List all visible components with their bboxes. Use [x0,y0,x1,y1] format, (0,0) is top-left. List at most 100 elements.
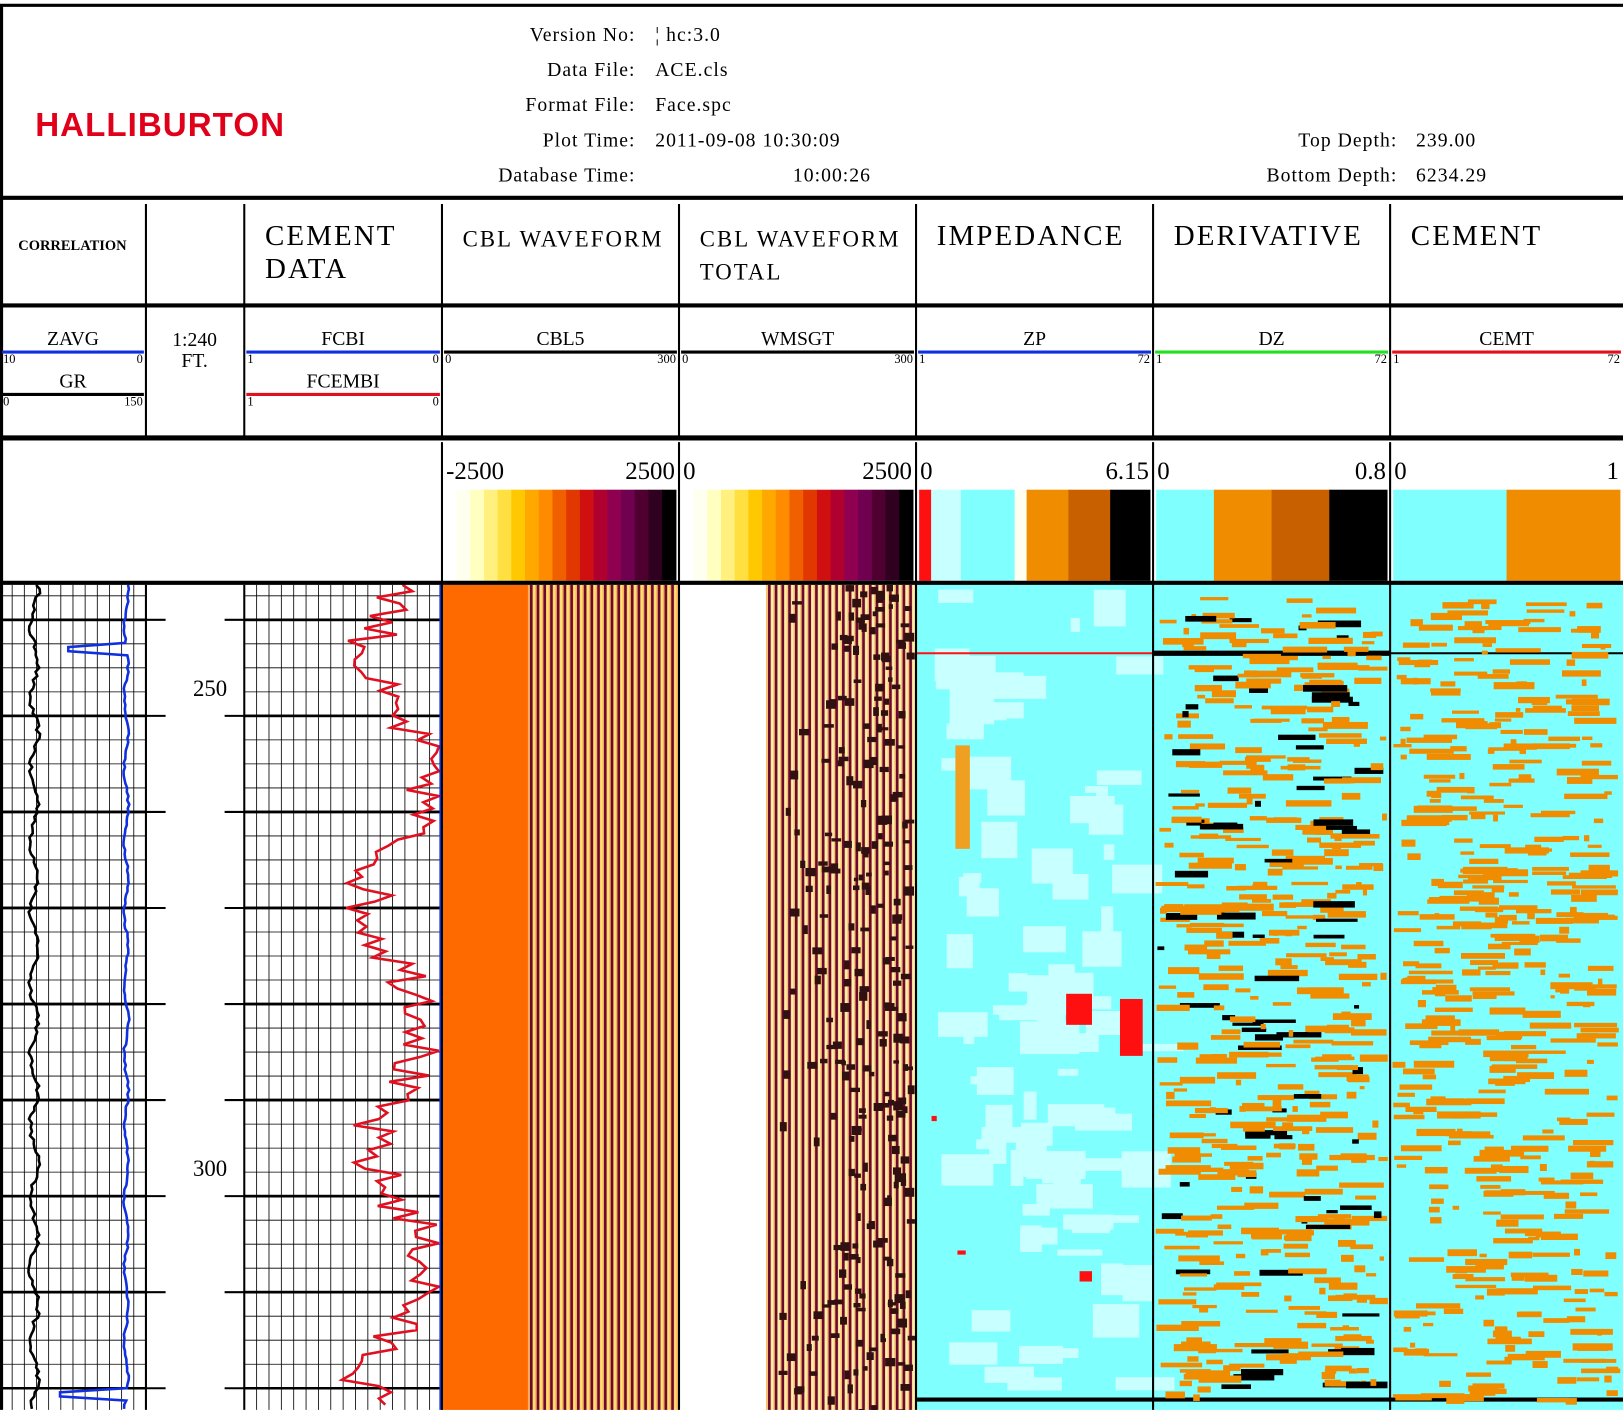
waveform-blot [852,885,860,891]
map-patch [1455,1284,1497,1289]
waveform-blot [800,860,806,869]
waveform-blot [884,1091,891,1097]
map-patch [1522,1010,1561,1018]
map-patch [1572,1140,1614,1146]
map-patch [1574,1289,1588,1295]
waveform-blot [893,898,901,906]
waveform-blot [885,1357,896,1367]
map-patch [1450,746,1467,752]
waveform-blot [850,1087,860,1093]
map-patch [1293,1039,1334,1044]
scale-min: 0 [1394,458,1406,485]
waveform-stripe [851,584,854,1410]
map-patch [1304,1311,1327,1315]
map-patch [1540,810,1576,815]
map-patch [957,1250,966,1255]
map-patch [1317,662,1358,669]
waveform-blot [859,986,870,992]
waveform-stripe [875,584,879,1410]
map-patch [1550,995,1555,999]
waveform-stripe [657,584,661,1410]
map-patch [1597,1329,1602,1336]
map-patch [1250,718,1282,723]
map-patch [1023,1091,1037,1120]
depth-label: Bottom Depth: [1266,165,1397,187]
map-patch [1165,912,1198,920]
waveform-stripe [597,584,600,1410]
map-patch [1430,612,1462,621]
map-patch [1082,931,1122,967]
map-patch [1532,705,1562,709]
map-patch [1295,1215,1328,1223]
map-patch [1244,1202,1279,1209]
map-patch [1320,1111,1348,1119]
map-patch [1286,953,1327,958]
scale-left: 1 [919,352,925,366]
map-patch [1488,747,1522,751]
map-patch [1332,843,1341,850]
map-patch [1340,1205,1372,1210]
map-patch [1555,694,1598,699]
scale-left: 1 [1156,352,1162,366]
waveform-blot [831,643,838,650]
waveform-blot [894,914,903,921]
map-patch [1415,963,1442,969]
map-patch [1186,1370,1231,1376]
scale-right: 72 [1375,352,1387,366]
field-label: Format File: [525,94,635,116]
track-title: CORRELATION [18,238,127,254]
map-patch [1225,837,1261,842]
map-patch [1189,922,1225,928]
map-patch [1257,1095,1295,1101]
map-patch [1572,885,1616,889]
map-patch [1419,1043,1442,1049]
waveform-blot [899,1036,910,1044]
map-patch [1321,1371,1336,1380]
waveform-blot [871,841,878,849]
waveform-blot [906,1219,915,1224]
waveform-blot [890,936,897,941]
waveform-blot [829,699,837,707]
track-title: IMPEDANCE [937,220,1125,252]
map-patch [1315,1127,1354,1133]
waveform-blot [783,1070,791,1079]
waveform-stripe [798,584,801,1410]
map-patch [1221,1145,1257,1150]
color-swatch [497,489,512,581]
waveform-blot [830,1112,837,1120]
field-value: 2011-09-08 10:30:09 [655,129,840,151]
map-patch [1194,668,1214,673]
waveform-stripe [774,584,778,1410]
map-patch [1558,973,1571,978]
map-patch [1203,984,1229,991]
waveform-blot [897,1013,907,1022]
waveform-blot [790,988,796,995]
map-patch [938,1012,988,1037]
depth-tick-label: 250 [193,676,227,701]
waveform-blot [821,866,832,873]
map-patch [1252,934,1265,938]
map-patch [1477,1112,1498,1117]
map-patch [1172,749,1201,756]
map-patch [1335,865,1342,870]
map-patch [1428,1206,1440,1213]
map-patch [1422,1322,1434,1327]
map-patch [1606,1390,1618,1396]
map-patch [1493,879,1528,884]
map-patch [1328,1282,1358,1290]
map-patch [1266,817,1302,823]
map-patch [1223,770,1268,776]
map-patch [1400,678,1431,685]
map-patch [1590,632,1600,639]
color-swatch [885,489,900,581]
map-patch [1510,1145,1549,1152]
map-patch [1322,655,1331,660]
waveform-blot [811,1335,819,1341]
map-patch [1600,645,1606,650]
map-patch [1174,870,1209,878]
map-patch [1321,688,1350,696]
map-patch [1164,904,1184,908]
curve-name: FCEMBI [307,371,380,393]
map-patch [1454,658,1474,662]
map-patch [1178,734,1214,739]
